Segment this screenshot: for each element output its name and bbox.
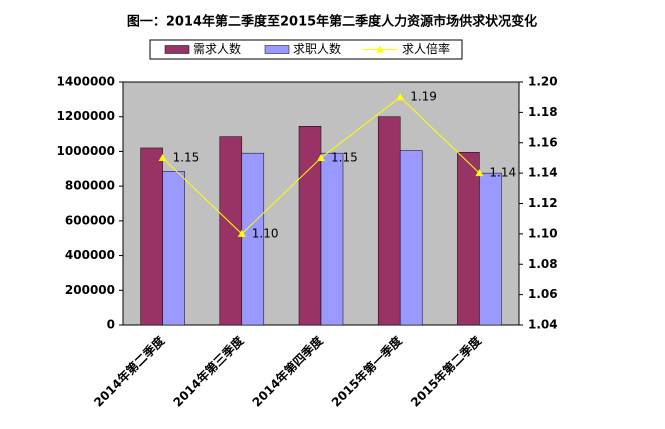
marker [396, 93, 405, 101]
data-label: 1.19 [410, 90, 437, 104]
y2-tick-label: 1.10 [528, 226, 558, 240]
y2-tick-label: 1.16 [528, 135, 558, 149]
y-tick-label: 800000 [65, 179, 115, 193]
y2-tick-label: 1.14 [528, 166, 558, 180]
y2-tick-label: 1.08 [528, 257, 558, 271]
y2-tick-label: 1.20 [528, 75, 558, 89]
y-tick-label: 400000 [65, 248, 115, 262]
y-tick-label: 1000000 [57, 144, 115, 158]
bar [479, 172, 502, 326]
chart-title: 图一：2014年第二季度至2015年第二季度人力资源市场供求状况变化 [127, 14, 537, 30]
bar [399, 150, 423, 326]
marker [237, 229, 246, 237]
legend-marker [376, 45, 384, 53]
bar [457, 152, 480, 326]
legend-swatch [264, 45, 290, 54]
marker [317, 153, 325, 161]
y2-tick-label: 1.06 [528, 287, 558, 301]
y-tick-label: 600000 [65, 213, 115, 227]
bar [140, 147, 163, 326]
x-tick-label: 2014年第二季度 [91, 332, 168, 409]
marker [475, 169, 484, 177]
data-label: 1.15 [173, 150, 200, 164]
data-label: 1.15 [331, 150, 358, 164]
y2-tick-label: 1.18 [528, 105, 558, 119]
data-label: 1.14 [489, 166, 516, 180]
bar [298, 126, 322, 326]
x-tick-label: 2015年第二季度 [407, 332, 484, 409]
x-tick-label: 2014年第三季度 [170, 332, 247, 409]
marker [158, 153, 167, 161]
y-tick-label: 200000 [65, 283, 115, 297]
legend-label: 求人倍率 [402, 41, 450, 56]
x-tick-label: 2014年第四季度 [249, 332, 326, 409]
y-tick-label: 1400000 [57, 75, 115, 89]
legend-label: 需求人数 [193, 41, 241, 56]
legend-box [149, 39, 463, 60]
y-tick-label: 1200000 [57, 109, 115, 123]
bar [241, 152, 265, 326]
legend-swatch [164, 45, 190, 54]
y2-tick-label: 1.04 [528, 318, 558, 332]
x-tick-label: 2015年第一季度 [328, 332, 405, 409]
bar [377, 116, 401, 326]
y2-tick-label: 1.12 [528, 196, 558, 210]
data-label: 1.10 [252, 226, 279, 240]
bar [162, 171, 185, 326]
y-tick-label: 0 [107, 318, 115, 332]
bar [320, 152, 344, 326]
legend-label: 求职人数 [293, 41, 341, 56]
